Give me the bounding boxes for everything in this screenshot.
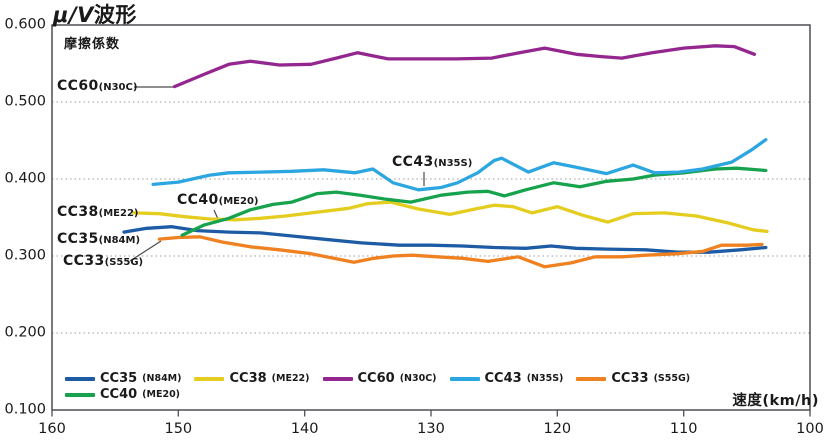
series-label-cc40: CC40(ME20)	[177, 192, 259, 208]
series-line-cc38	[132, 200, 769, 234]
legend-swatch-cc40	[65, 392, 95, 397]
x-tick-label-140: 140	[290, 421, 319, 437]
y-tick-label-0.300: 0.300	[4, 247, 46, 264]
legend-item-cc35: CC35 (N84M)	[65, 371, 181, 386]
series-label-cc35: CC35(N84M)	[57, 231, 141, 247]
y-tick-label-0.100: 0.100	[4, 401, 46, 418]
series-line-cc33	[157, 235, 764, 269]
legend-item-cc38: CC38 (ME22)	[194, 371, 310, 386]
x-tick-label-100: 100	[796, 421, 824, 437]
x-tick-label-130: 130	[417, 421, 445, 437]
x-tick-label-150: 150	[164, 421, 193, 437]
legend: CC35 (N84M) CC38 (ME22) CC60 (N30C) CC43 (N35S)…	[65, 371, 690, 402]
x-tick-label-110: 110	[669, 421, 698, 437]
legend-item-cc60: CC60 (N30C)	[322, 371, 437, 386]
y-axis-title: 摩擦係数	[64, 37, 121, 52]
y-tick-label-0.600: 0.600	[4, 16, 46, 33]
series-label-cc33: CC33(S55G)	[63, 253, 144, 269]
x-tick-label-120: 120	[543, 421, 572, 437]
series-line-cc60	[172, 44, 757, 89]
x-axis-label: 速度(km/h)	[732, 393, 819, 409]
legend-swatch-cc43	[449, 376, 480, 381]
legend-swatch-cc38	[194, 376, 225, 381]
x-tick-label-160: 160	[38, 421, 66, 437]
y-tick-label-0.400: 0.400	[4, 170, 46, 187]
series-line-cc40	[180, 166, 768, 237]
legend-item-cc40: CC40 (ME20)	[65, 387, 180, 402]
series-label-cc43: CC43(N35S)	[392, 154, 473, 170]
legend-swatch-cc33	[576, 376, 607, 381]
chart-title-mu-v: μ/V	[53, 3, 94, 27]
series-label-cc60: CC60(N30C)	[57, 78, 138, 94]
legend-item-cc33: CC33 (S55G)	[576, 371, 690, 386]
legend-swatch-cc35	[65, 376, 95, 381]
y-tick-label-0.500: 0.500	[4, 93, 46, 110]
chart-title: μ/V波形	[53, 0, 137, 29]
series-label-cc38: CC38(ME22)	[57, 204, 139, 220]
series-line-cc43	[151, 138, 768, 192]
series-line-cc35	[122, 225, 768, 254]
legend-item-cc43: CC43 (N35S)	[449, 371, 563, 386]
legend-swatch-cc60	[322, 376, 353, 381]
legend-row-2: CC40 (ME20)	[65, 387, 690, 402]
y-tick-label-0.200: 0.200	[4, 324, 46, 341]
chart-title-waveform: 波形	[93, 3, 137, 27]
legend-row-1: CC35 (N84M) CC38 (ME22) CC60 (N30C) CC43 (N35S)…	[65, 371, 690, 386]
